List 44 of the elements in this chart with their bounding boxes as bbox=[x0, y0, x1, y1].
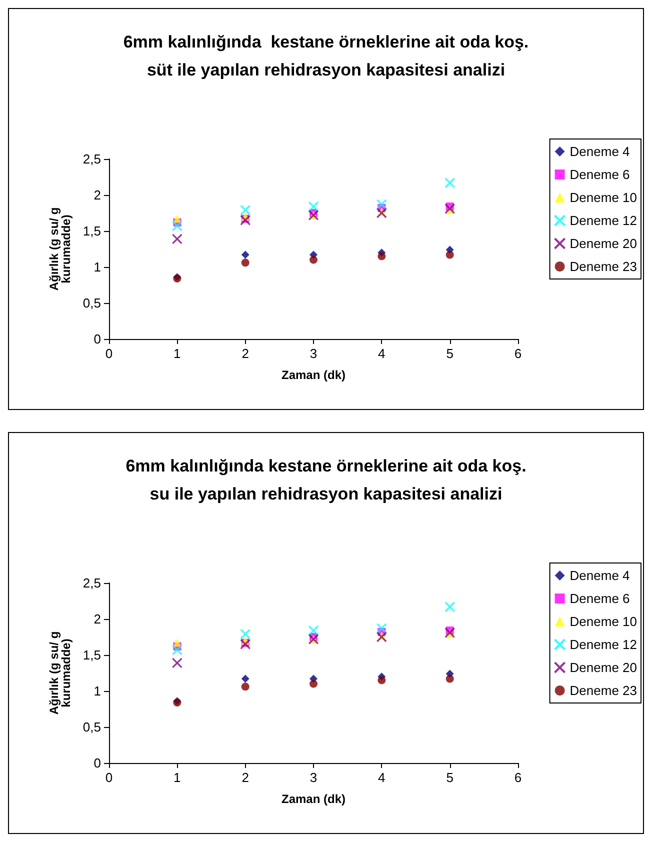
x-tick-label: 5 bbox=[446, 346, 454, 361]
legend-label: Deneme 20 bbox=[570, 660, 638, 675]
y-tick-label: 2,5 bbox=[82, 152, 101, 166]
x-tick-label: 1 bbox=[174, 770, 181, 785]
x-tick-label: 5 bbox=[446, 770, 454, 785]
x-tick-label: 4 bbox=[378, 346, 386, 361]
y-tick-label: 2 bbox=[94, 188, 101, 202]
legend-label: Deneme 10 bbox=[570, 614, 638, 629]
x-tick-label: 0 bbox=[105, 770, 113, 785]
y-tick-label: 0 bbox=[94, 332, 101, 346]
legend-label: Deneme 23 bbox=[570, 259, 638, 274]
legend-label: Deneme 20 bbox=[570, 236, 638, 251]
x-axis-title: Zaman (dk) bbox=[281, 368, 346, 382]
y-tick-label: 1,5 bbox=[82, 648, 101, 662]
x-tick-label: 6 bbox=[514, 770, 522, 785]
x-tick-label: 2 bbox=[242, 346, 249, 361]
y-tick-label: 0,5 bbox=[82, 720, 101, 734]
y-axis-title: Ağırlık (g su/ g kurumadde) bbox=[47, 631, 74, 715]
legend-label: Deneme 12 bbox=[570, 637, 638, 652]
legend-label: Deneme 6 bbox=[570, 167, 630, 182]
y-tick-label: 1 bbox=[94, 684, 101, 698]
y-tick-label: 0,5 bbox=[82, 296, 101, 310]
legend-label: Deneme 4 bbox=[570, 144, 630, 159]
chart-title: 6mm kalınlığında kestane örneklerine ait oda koş. su ile yapılan rehidrasyon kapasitesi analizi bbox=[126, 456, 526, 504]
y-tick-label: 2,5 bbox=[82, 576, 101, 590]
x-tick-label: 1 bbox=[174, 346, 181, 361]
legend-label: Deneme 23 bbox=[570, 683, 638, 698]
legend-label: Deneme 6 bbox=[570, 591, 630, 606]
y-axis-title: Ağırlık (g su/ g kurumadde) bbox=[47, 207, 74, 291]
chart-title: 6mm kalınlığında kestane örneklerine ait oda koş. süt ile yapılan rehidrasyon kapasitesi analizi bbox=[123, 32, 529, 80]
legend-label: Deneme 10 bbox=[570, 190, 638, 205]
x-axis-title: Zaman (dk) bbox=[281, 792, 346, 806]
legend-label: Deneme 12 bbox=[570, 213, 638, 228]
y-tick-label: 1,5 bbox=[82, 224, 101, 238]
x-tick-label: 3 bbox=[310, 770, 318, 785]
x-tick-label: 4 bbox=[378, 770, 386, 785]
x-tick-label: 2 bbox=[242, 770, 249, 785]
y-tick-label: 2 bbox=[94, 612, 101, 626]
x-tick-label: 3 bbox=[310, 346, 318, 361]
x-tick-label: 0 bbox=[105, 346, 113, 361]
x-tick-label: 6 bbox=[514, 346, 522, 361]
legend-label: Deneme 4 bbox=[570, 568, 630, 583]
y-tick-label: 0 bbox=[94, 756, 101, 770]
y-tick-label: 1 bbox=[94, 260, 101, 274]
